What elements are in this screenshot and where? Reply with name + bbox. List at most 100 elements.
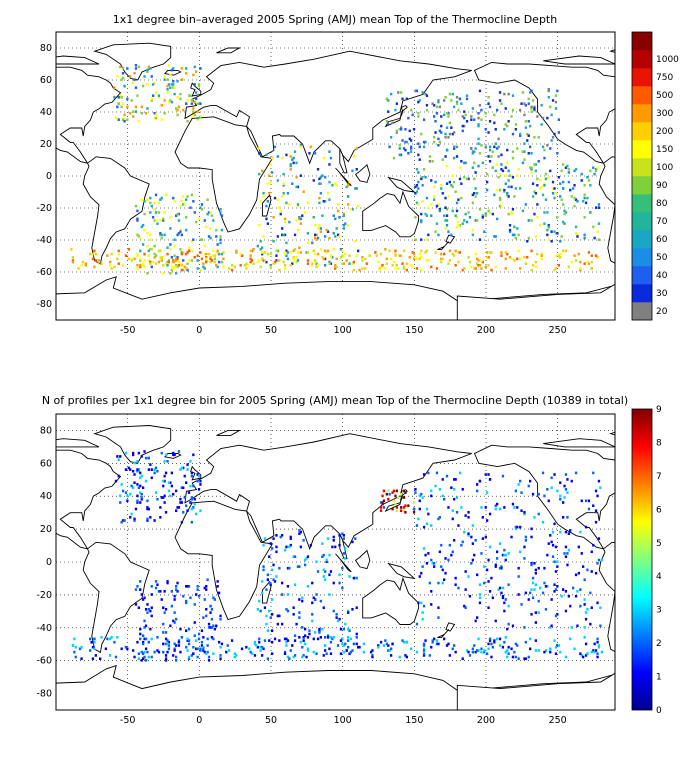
data-cell [162,642,165,646]
data-cell [147,608,150,611]
data-cell [137,469,140,473]
data-cell [304,642,307,646]
data-cell [134,588,138,591]
data-cell [508,174,512,177]
data-cell [543,222,546,225]
data-cell [593,172,596,176]
data-cell [428,654,431,657]
data-cell [177,264,181,267]
data-cell [328,236,331,240]
data-cell [447,506,450,509]
data-cell [166,580,169,583]
data-cell [400,492,403,496]
data-cell [163,460,166,463]
data-cell [133,78,136,81]
data-cell [146,83,149,86]
data-cell [276,259,279,262]
data-cell [537,611,540,614]
data-cell [196,116,199,120]
data-cell [477,259,480,262]
data-cell [551,530,555,534]
x-tick-label: 50 [265,325,277,336]
y-tick-label: 60 [40,458,52,469]
data-cell [164,262,168,265]
data-cell [566,516,569,519]
data-cell [210,617,214,621]
data-cell [289,264,292,267]
data-cell [136,469,139,473]
data-cell [332,636,335,639]
data-cell [486,180,489,184]
data-cell [179,262,182,265]
data-cell [210,214,214,217]
data-cell [507,583,510,587]
data-cell [474,187,477,190]
data-cell [146,68,149,72]
data-cell [285,201,288,205]
colorbar-tick-label: 40 [656,271,668,281]
data-cell [529,124,532,128]
data-cell [143,650,146,654]
colorbar-swatch [632,176,652,195]
data-cell [550,230,553,233]
data-cell [139,484,142,488]
data-cell [507,552,510,555]
data-cell [248,647,251,651]
data-cell [136,254,139,257]
data-cell [106,254,109,257]
data-cell [463,530,466,534]
data-cell [503,92,506,96]
data-cell [543,184,546,187]
data-cell [177,639,181,642]
data-cell [596,637,599,641]
data-cell [433,136,436,139]
data-cell [507,604,510,608]
data-cell [473,267,476,270]
data-cell [152,260,155,264]
data-cell [448,543,451,547]
data-cell [467,575,470,578]
data-cell [498,566,502,570]
data-cell [527,102,530,105]
continent-outline [93,425,172,464]
data-cell [183,474,186,478]
data-cell [130,257,133,261]
data-cell [182,259,185,262]
data-cell [154,466,158,470]
data-cell [190,249,193,253]
data-cell [147,249,150,253]
data-cell [554,652,558,656]
data-cell [500,163,503,166]
data-cell [185,252,188,256]
data-cell [180,466,183,470]
data-cell [390,136,393,139]
data-cell [467,256,470,259]
colorbar-tick-label: 300 [656,109,673,119]
data-cell [173,453,176,457]
data-cell [392,260,396,264]
data-cell [425,507,429,511]
data-cell [175,272,178,275]
data-cell [531,195,535,198]
data-cell [488,478,492,481]
data-cell [433,565,436,568]
data-cell [173,642,176,646]
data-cell [551,180,555,184]
data-cell [172,80,175,83]
data-cell [494,565,497,568]
data-cell [521,161,525,165]
data-cell [209,626,212,629]
data-cell [324,649,327,652]
data-cell [455,216,459,219]
data-cell [126,105,129,109]
data-cell [583,603,586,606]
data-cell [438,105,441,109]
data-cell [179,468,182,471]
data-cell [186,585,189,588]
data-cell [266,657,269,661]
data-cell [414,192,417,195]
data-cell [378,268,381,272]
data-cell [202,616,205,619]
data-cell [362,642,365,646]
data-cell [136,499,139,503]
